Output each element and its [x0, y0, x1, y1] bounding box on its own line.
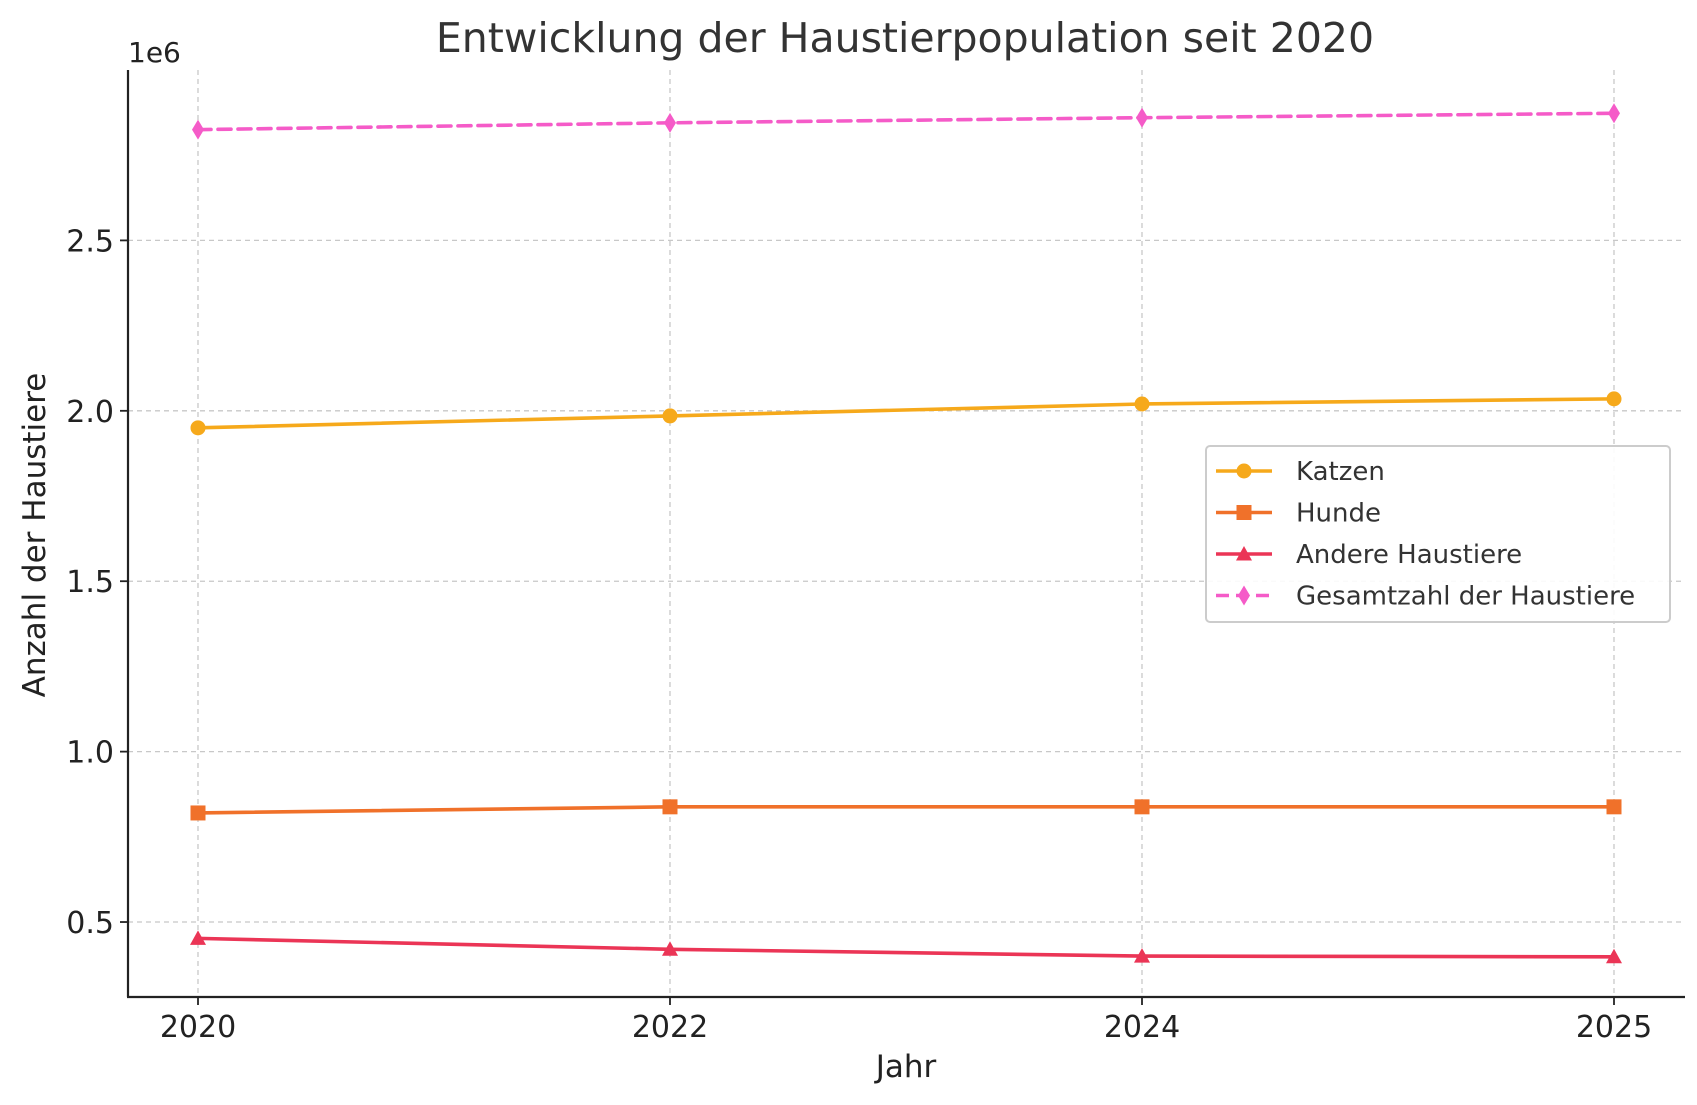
series-group [190, 391, 1622, 436]
series-line [196, 805, 1616, 815]
data-point [1134, 948, 1150, 963]
legend-marker [1236, 505, 1252, 520]
series-group [190, 930, 1622, 964]
y-tick-label: 2.0 [66, 395, 114, 430]
series-layer [190, 103, 1622, 964]
x-tick-label: 2025 [1576, 1010, 1652, 1045]
x-tick-label: 2020 [160, 1010, 236, 1045]
series-group [190, 799, 1622, 821]
data-point [1134, 396, 1150, 412]
legend-marker [1236, 546, 1252, 561]
legend-entries: Katzen Hunde Andere Haustiere Gesamtzahl de… [1216, 457, 1635, 612]
data-point [190, 805, 206, 821]
y-tick-label: 1.5 [66, 565, 114, 600]
legend-marker [1236, 463, 1252, 479]
legend-label: Hunde [1296, 499, 1381, 529]
x-tick-label: 2024 [1104, 1010, 1180, 1045]
data-point [192, 119, 204, 140]
y-tick-layer: 0.5 1.0 1.5 2.0 2.5 [66, 224, 128, 941]
data-point [664, 112, 676, 133]
data-point [1608, 103, 1620, 124]
legend-box [1205, 445, 1671, 623]
legend-label: Katzen [1296, 457, 1385, 487]
series-group [192, 103, 1620, 140]
legend-label: Gesamtzahl der Haustiere [1296, 582, 1635, 612]
legend-label: Andere Haustiere [1296, 540, 1522, 570]
x-axis-label: Jahr [874, 1049, 937, 1085]
x-tick-label: 2022 [632, 1010, 708, 1045]
y-tick-label: 1.0 [66, 736, 114, 771]
chart-title: Entwicklung der Haustierpopulation seit … [436, 14, 1374, 62]
y-offset-label: 1e6 [128, 36, 181, 69]
y-axis-label: Anzahl der Haustiere [17, 373, 53, 698]
data-point [1606, 391, 1622, 407]
series-line [196, 111, 1616, 132]
data-point [1136, 107, 1148, 128]
x-tick-layer: 2020 2022 2024 2025 [160, 997, 1652, 1045]
data-point [190, 930, 206, 945]
data-point [662, 408, 678, 424]
data-point [662, 799, 678, 815]
data-point [662, 941, 678, 956]
data-point [1606, 948, 1622, 964]
legend-marker [1238, 585, 1250, 606]
data-point [1134, 799, 1150, 815]
y-tick-label: 0.5 [66, 906, 114, 941]
legend: Katzen Hunde Andere Haustiere Gesamtzahl de… [1205, 445, 1671, 623]
data-point [1606, 799, 1622, 815]
series-line [196, 936, 1616, 959]
series-line [196, 397, 1616, 430]
data-point [190, 420, 206, 436]
y-tick-label: 2.5 [66, 224, 114, 259]
